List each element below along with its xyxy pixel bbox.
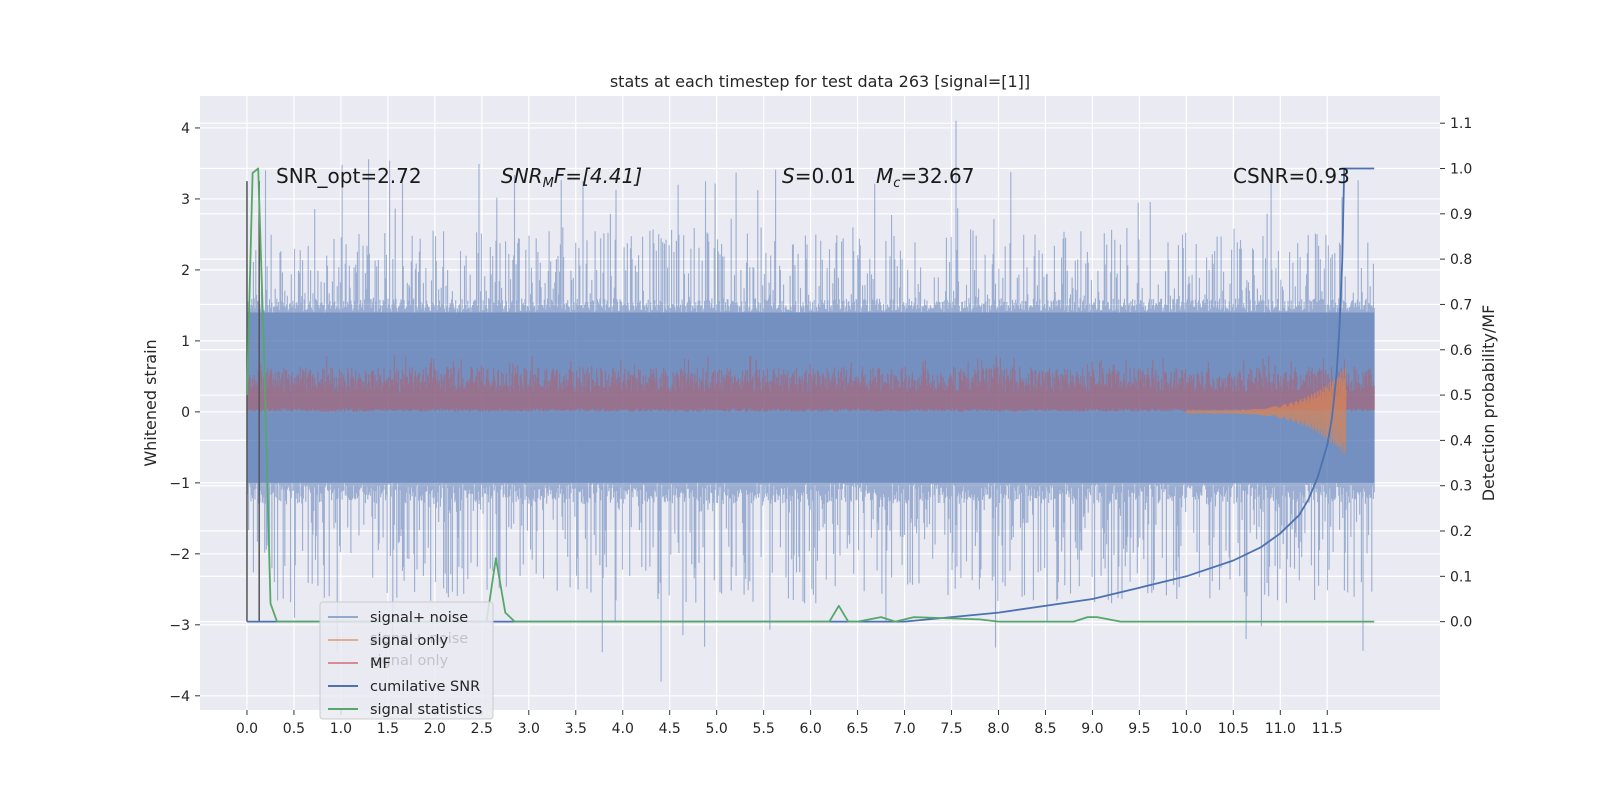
y2-tick-label: 1.0 (1450, 162, 1472, 178)
cumulative-snr-series (247, 167, 1375, 623)
y2-tick-label: 0.9 (1450, 207, 1472, 223)
y2-axis-label: Detection probability/MF (1479, 305, 1498, 502)
legend-label-signal-noise: signal+ noise (370, 610, 468, 626)
x-tick-label: 8.5 (1034, 721, 1056, 737)
x-tick-label: 6.5 (846, 721, 868, 737)
y2-tick-label: 1.1 (1450, 116, 1472, 132)
legend: signal+ noise signal only signal+ noise … (319, 601, 494, 720)
x-tick-label: 10.0 (1171, 721, 1202, 737)
x-tick-label: 1.5 (377, 721, 399, 737)
legend-ghost-2: signal only (370, 653, 449, 669)
y2-tick-label: 0.5 (1450, 388, 1472, 404)
y2-tick-label: 0.7 (1450, 297, 1472, 313)
y2-tick-label: 0.2 (1450, 524, 1472, 540)
y-tick-label: 4 (181, 121, 190, 137)
x-tick-label: 10.5 (1218, 721, 1249, 737)
legend-label-signal-only: signal only (370, 633, 449, 649)
signal-statistics-series (246, 167, 1375, 623)
x-tick-label: 8.0 (987, 721, 1009, 737)
y-tick-label: −1 (169, 476, 190, 492)
x-tick-label: 0.5 (283, 721, 305, 737)
x-tick-label: 7.0 (893, 721, 915, 737)
x-tick-label: 5.5 (753, 721, 775, 737)
x-tick-label: 3.0 (518, 721, 540, 737)
y-tick-label: −4 (169, 689, 190, 705)
y2-tick-label: 0.8 (1450, 252, 1472, 268)
x-tick-label: 7.5 (940, 721, 962, 737)
y-tick-label: 3 (181, 192, 190, 208)
y2-tick-label: 0.4 (1450, 433, 1472, 449)
legend-label-signal-statistics: signal statistics (370, 702, 482, 718)
legend-box (319, 601, 494, 720)
signal-only-series (1185, 368, 1347, 456)
y-axis-label: Whitened strain (141, 339, 160, 466)
x-tick-label: 2.5 (471, 721, 493, 737)
x-tick-label: 2.0 (424, 721, 446, 737)
chart-title: stats at each timestep for test data 263… (610, 72, 1030, 91)
x-tick-label: 4.5 (659, 721, 681, 737)
annotation-snr-opt: SNR_opt=2.72 (276, 164, 422, 188)
ticks: 0.0 0.5 1.0 1.5 2.0 2.5 3.0 3.5 4.0 4.5 5.0 5.5 6.0 6… (169, 116, 1472, 737)
series-layer (246, 120, 1375, 682)
annotation-mc: Mc=32.67 (876, 164, 974, 191)
x-tick-label: 11.5 (1312, 721, 1343, 737)
y2-tick-label: 0.1 (1450, 569, 1472, 585)
y-tick-label: 0 (181, 405, 190, 421)
x-tick-label: 11.0 (1265, 721, 1296, 737)
y-tick-label: 1 (181, 334, 190, 350)
x-tick-label: 9.5 (1128, 721, 1150, 737)
x-tick-label: 5.0 (706, 721, 728, 737)
y-tick-label: −2 (169, 547, 190, 563)
x-tick-label: 1.0 (330, 721, 352, 737)
x-tick-label: 0.0 (236, 721, 258, 737)
x-tick-label: 4.0 (612, 721, 634, 737)
y-tick-label: −3 (169, 618, 190, 634)
x-tick-label: 9.0 (1081, 721, 1103, 737)
y2-tick-label: 0.6 (1450, 343, 1472, 359)
legend-label-cumulative-snr: cumilative SNR (370, 679, 480, 695)
x-tick-label: 3.5 (565, 721, 587, 737)
y-tick-label: 2 (181, 263, 190, 279)
annotation-csnr: CSNR=0.93 (1233, 164, 1350, 188)
legend-label-mf: MF (370, 656, 391, 672)
y2-tick-label: 0.0 (1450, 615, 1472, 631)
annotation-snr-mf: SNRMF=[4.41] (501, 164, 642, 191)
y2-tick-label: 0.3 (1450, 479, 1472, 495)
legend-ghost-1: signal+ noise (370, 631, 468, 647)
annotation-s: S=0.01 (782, 164, 856, 188)
x-tick-label: 6.0 (799, 721, 821, 737)
